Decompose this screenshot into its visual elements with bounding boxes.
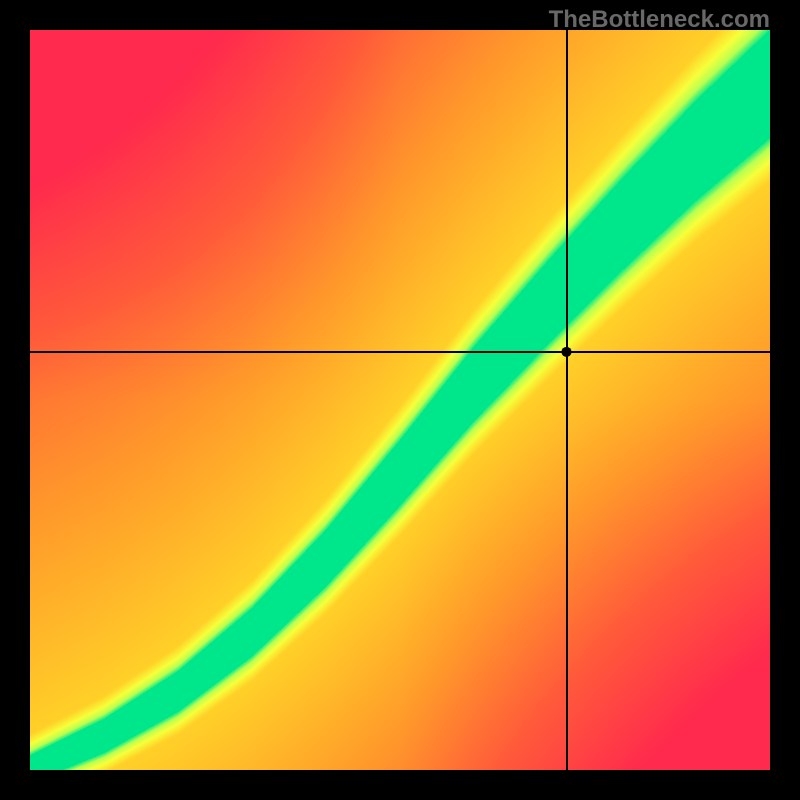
watermark-text: TheBottleneck.com bbox=[549, 6, 770, 34]
chart-container: { "watermark": { "text": "TheBottleneck.… bbox=[0, 0, 800, 800]
bottleneck-heatmap bbox=[0, 0, 800, 800]
